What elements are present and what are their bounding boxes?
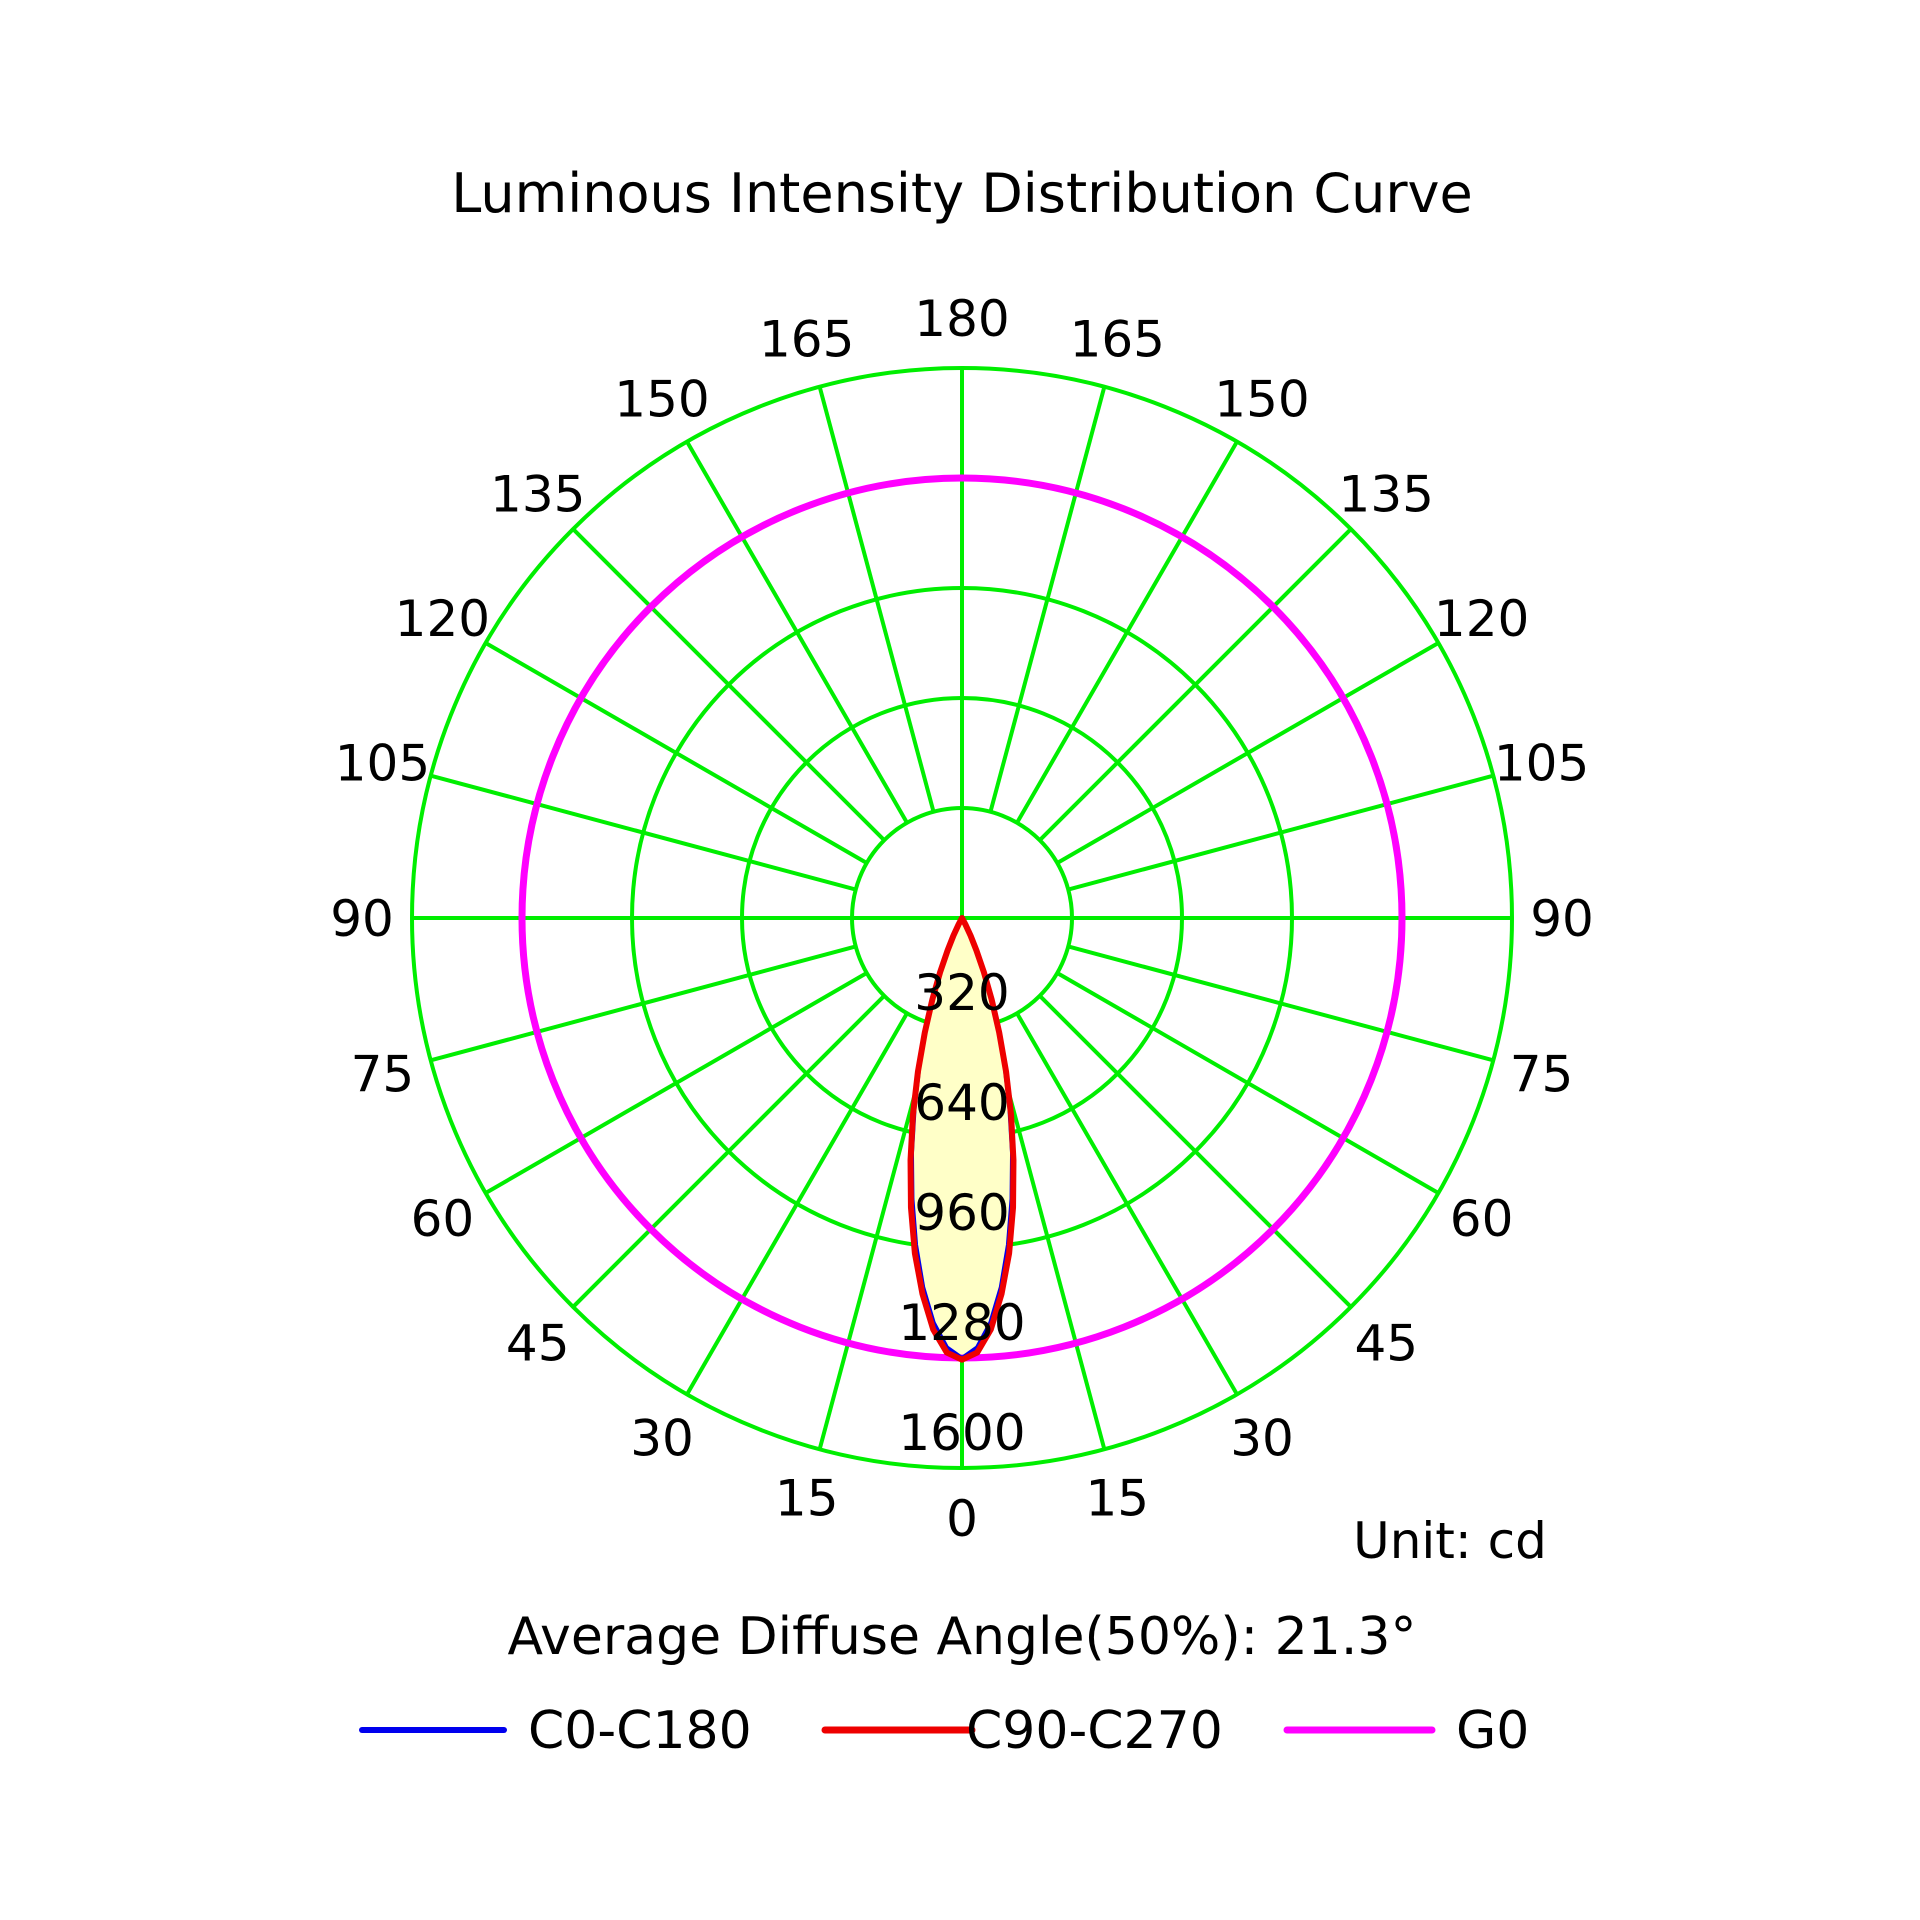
angle-label-right-90: 90 [1530, 890, 1594, 948]
legend: C0-C180 C90-C270 G0 [359, 1701, 1529, 1761]
grid-spoke-45 [1038, 994, 1353, 1309]
grid-spoke-225 [571, 527, 886, 842]
grid-spoke-255 [430, 773, 857, 892]
grid-spoke-285 [430, 944, 857, 1063]
angle-label-right-150: 150 [1214, 370, 1309, 428]
angle-label-left-120: 120 [395, 590, 490, 648]
legend-item-g0: G0 [1283, 1701, 1529, 1761]
angle-label-left-60: 60 [411, 1190, 475, 1248]
angle-label-left-105: 105 [335, 735, 430, 793]
radial-tick-label-960: 960 [914, 1184, 1009, 1242]
grid-spoke-330 [685, 1012, 909, 1396]
unit-label: Unit: cd [1353, 1512, 1547, 1570]
angle-label-left-15: 15 [775, 1470, 839, 1528]
radial-tick-labels: 320 640 960 1280 1600 [898, 964, 1025, 1462]
series-curves [518, 474, 1406, 1363]
angle-label-left-75: 75 [351, 1045, 415, 1103]
grid-spoke-150 [1015, 440, 1239, 824]
series-c90-c270-curve [907, 915, 1017, 1363]
radial-tick-label-1280: 1280 [898, 1294, 1025, 1352]
grid-spoke-30 [1015, 1012, 1239, 1396]
angle-label-left-165: 165 [759, 310, 854, 368]
legend-label: G0 [1456, 1701, 1529, 1761]
beam-fill-area [910, 918, 1014, 1360]
chart-title: Luminous Intensity Distribution Curve [451, 162, 1472, 225]
grid-spoke-240 [484, 641, 868, 865]
grid-spoke-315 [571, 994, 886, 1309]
grid-spoke-300 [484, 971, 868, 1195]
angle-label-left-0: 0 [946, 1490, 978, 1548]
angle-label-right-30: 30 [1230, 1410, 1294, 1468]
polar-grid [410, 366, 1514, 1470]
angle-label-right-120: 120 [1434, 590, 1529, 648]
angle-label-left-180: 180 [914, 290, 1009, 348]
grid-spoke-135 [1038, 527, 1353, 842]
angle-label-right-165: 165 [1070, 310, 1165, 368]
angle-label-right-45: 45 [1354, 1314, 1418, 1372]
angle-label-left-150: 150 [614, 370, 709, 428]
grid-spoke-120 [1056, 641, 1440, 865]
legend-item-c90-c270: C90-C270 [821, 1701, 1223, 1761]
angle-label-right-105: 105 [1494, 735, 1589, 793]
radial-tick-label-320: 320 [914, 964, 1009, 1022]
angle-label-left-90: 90 [330, 890, 394, 948]
angle-label-left-45: 45 [506, 1314, 570, 1372]
angle-label-left-30: 30 [630, 1410, 694, 1468]
grid-spoke-165 [988, 386, 1107, 813]
angle-label-right-75: 75 [1510, 1045, 1574, 1103]
radial-tick-label-1600: 1600 [898, 1404, 1025, 1462]
legend-item-c0-c180: C0-C180 [359, 1701, 752, 1761]
radial-tick-label-640: 640 [914, 1074, 1009, 1132]
angle-labels: 0 15 30 45 60 75 90 105 120 135 150 165 180 15 30 45 60 7… [330, 290, 1594, 1548]
angle-label-right-15: 15 [1085, 1470, 1149, 1528]
diffuse-angle-footer: Average Diffuse Angle(50%): 21.3° [508, 1607, 1417, 1667]
angle-label-left-135: 135 [490, 466, 585, 524]
grid-spoke-105 [1067, 773, 1494, 892]
grid-spoke-60 [1056, 971, 1440, 1195]
grid-spoke-210 [685, 440, 909, 824]
grid-spoke-75 [1067, 944, 1494, 1063]
angle-label-right-135: 135 [1339, 466, 1434, 524]
angle-label-right-60: 60 [1450, 1190, 1514, 1248]
legend-label: C0-C180 [528, 1701, 752, 1761]
legend-label: C90-C270 [966, 1701, 1223, 1761]
beam-fill [910, 918, 1014, 1360]
grid-spoke-195 [817, 386, 936, 813]
